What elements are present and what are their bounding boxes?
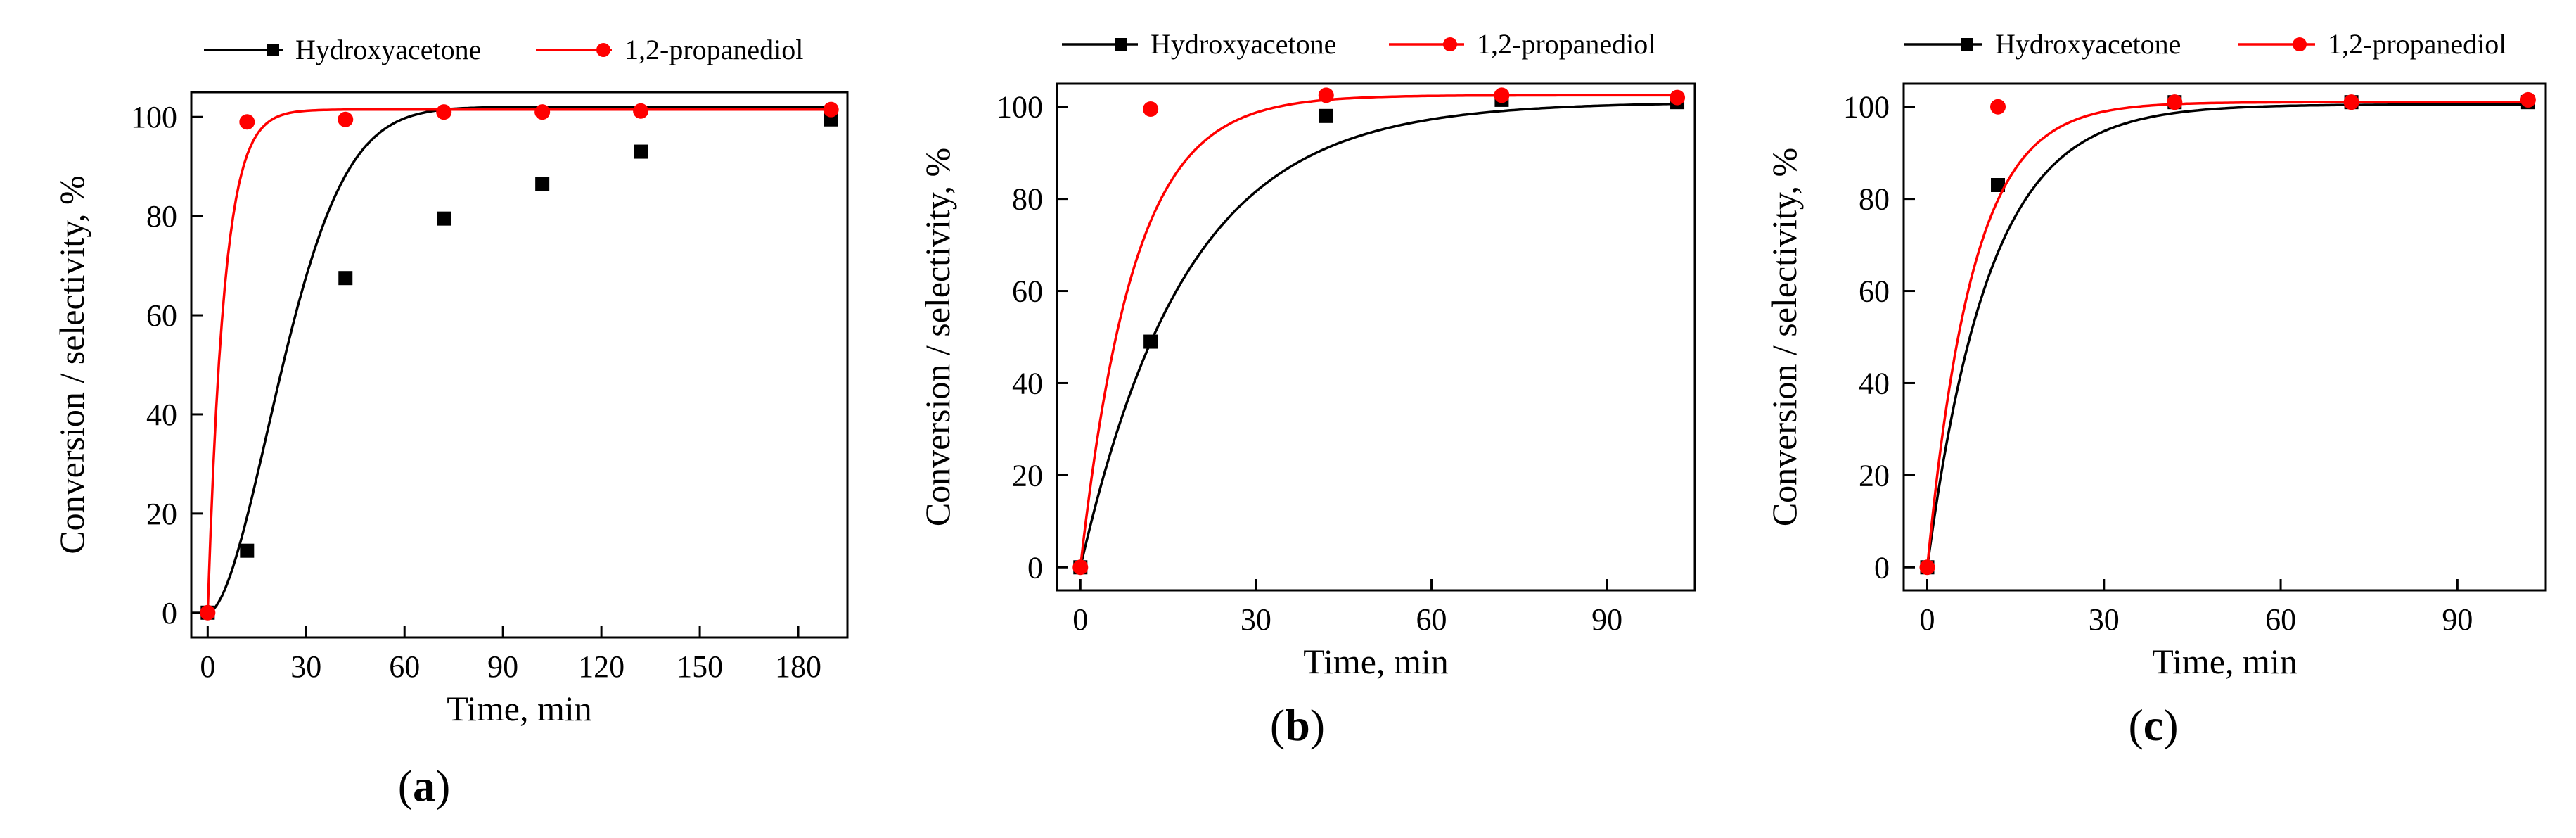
x-tick-label: 90 xyxy=(487,649,518,684)
y-tick-label: 40 xyxy=(1012,366,1043,400)
x-tick-label: 180 xyxy=(775,649,821,684)
panel-letter: c xyxy=(2144,700,2163,750)
y-tick-label: 80 xyxy=(1012,182,1043,217)
x-tick-label: 150 xyxy=(677,649,723,684)
data-point-propanediol xyxy=(534,104,551,120)
panel-letter: b xyxy=(1285,700,1310,750)
y-tick-label: 20 xyxy=(146,497,177,531)
legend-label-hydroxyacetone: Hydroxyacetone xyxy=(295,34,481,65)
data-point-propanediol xyxy=(200,604,216,621)
plot-frame xyxy=(1056,82,1696,592)
plot-frame xyxy=(190,91,849,639)
panel-label: (a) xyxy=(398,761,451,811)
y-tick-label: 20 xyxy=(1012,458,1043,493)
y-tick-label: 60 xyxy=(146,298,177,333)
data-point-propanediol xyxy=(338,111,354,127)
chart-panel-a: 0 30 60 90 120 150 180 0 20 40 60 80 100 Time, min Con… xyxy=(52,34,849,811)
y-tick-label: 40 xyxy=(146,398,177,432)
y-axis-label: Conversion / selectivity, % xyxy=(52,175,91,554)
legend-marker-hydroxyacetone xyxy=(1961,38,1973,51)
legend-label-propanediol: 1,2-propanediol xyxy=(2328,28,2506,60)
data-point-propanediol xyxy=(1494,87,1510,103)
data-point-hydroxyacetone xyxy=(437,211,451,226)
data-point-propanediol xyxy=(1919,559,1935,576)
fit-curve-hydroxyacetone xyxy=(1925,103,2528,568)
x-tick-label: 0 xyxy=(1920,602,1935,637)
chart-panel-b: 0 30 60 90 0 20 40 60 80 100 Time, min Conversion /… xyxy=(918,28,1696,750)
x-axis-label: Time, min xyxy=(1303,642,1449,681)
panel-label: (c) xyxy=(2128,700,2178,750)
y-tick-label: 100 xyxy=(1843,90,1890,125)
y-tick-label: 100 xyxy=(131,100,177,134)
y-tick-label: 40 xyxy=(1859,366,1890,400)
legend: Hydroxyacetone 1,2-propanediol xyxy=(1904,28,2506,60)
fit-curve-hydroxyacetone xyxy=(1079,102,1678,568)
panel-letter: a xyxy=(413,761,435,811)
legend: Hydroxyacetone 1,2-propanediol xyxy=(204,34,803,65)
legend-label-hydroxyacetone: Hydroxyacetone xyxy=(1151,28,1336,60)
x-tick-label: 30 xyxy=(290,649,321,684)
y-axis-label: Conversion / selectivity, % xyxy=(918,148,957,526)
legend-label-propanediol: 1,2-propanediol xyxy=(624,34,803,65)
legend-label-hydroxyacetone: Hydroxyacetone xyxy=(1995,28,2181,60)
fit-curve-propanediol xyxy=(1079,94,1677,568)
legend-marker-hydroxyacetone xyxy=(1115,38,1127,51)
y-tick-label: 100 xyxy=(997,90,1043,125)
data-point-propanediol xyxy=(1072,559,1089,576)
data-point-propanediol xyxy=(1670,89,1686,106)
x-tick-label: 0 xyxy=(200,649,215,684)
x-axis-label: Time, min xyxy=(2152,642,2298,681)
x-tick-label: 30 xyxy=(2089,602,2120,637)
chart-panel-c: 0 30 60 90 0 20 40 60 80 100 Time, min Conversion /… xyxy=(1764,28,2547,750)
legend-marker-propanediol xyxy=(596,43,610,57)
x-tick-label: 120 xyxy=(578,649,624,684)
y-tick-label: 80 xyxy=(1859,182,1890,217)
legend-marker-hydroxyacetone xyxy=(267,44,279,56)
data-point-hydroxyacetone xyxy=(240,543,255,558)
data-point-propanediol xyxy=(1143,101,1159,117)
y-axis-label: Conversion / selectivity, % xyxy=(1764,148,1804,526)
legend-marker-propanediol xyxy=(1443,37,1457,51)
data-point-propanediol xyxy=(1990,99,2006,115)
legend-marker-propanediol xyxy=(2293,37,2307,51)
x-tick-label: 60 xyxy=(1416,602,1447,637)
x-axis-label: Time, min xyxy=(447,689,592,728)
y-tick-label: 80 xyxy=(146,199,177,234)
y-tick-label: 60 xyxy=(1859,274,1890,309)
data-point-propanediol xyxy=(2343,94,2359,110)
x-tick-label: 0 xyxy=(1072,602,1088,637)
y-tick-label: 60 xyxy=(1012,274,1043,309)
data-point-propanediol xyxy=(2520,91,2536,108)
data-point-propanediol xyxy=(823,101,839,118)
legend: Hydroxyacetone 1,2-propanediol xyxy=(1062,28,1655,60)
data-point-hydroxyacetone xyxy=(1991,178,2006,192)
data-point-hydroxyacetone xyxy=(535,177,550,191)
x-tick-label: 30 xyxy=(1241,602,1271,637)
fit-curve-hydroxyacetone xyxy=(207,106,831,614)
x-tick-label: 90 xyxy=(2442,602,2473,637)
legend-label-propanediol: 1,2-propanediol xyxy=(1477,28,1655,60)
data-point-propanediol xyxy=(436,104,452,120)
y-tick-label: 20 xyxy=(1859,458,1890,493)
x-tick-label: 90 xyxy=(1591,602,1622,637)
y-tick-label: 0 xyxy=(1027,550,1043,585)
data-point-propanediol xyxy=(239,114,255,130)
fit-curve-propanediol xyxy=(206,108,831,613)
data-point-hydroxyacetone xyxy=(634,144,648,159)
x-tick-label: 60 xyxy=(2265,602,2296,637)
data-point-propanediol xyxy=(2167,94,2183,110)
panel-label: (b) xyxy=(1270,700,1325,750)
data-point-propanediol xyxy=(1318,87,1334,103)
fit-curve-propanediol xyxy=(1925,101,2528,568)
y-tick-label: 0 xyxy=(162,596,177,630)
plot-frame xyxy=(1902,82,2547,592)
data-point-hydroxyacetone xyxy=(1143,334,1158,349)
data-point-propanediol xyxy=(633,103,649,119)
x-tick-label: 60 xyxy=(389,649,420,684)
y-tick-label: 0 xyxy=(1874,550,1890,585)
data-point-hydroxyacetone xyxy=(338,271,353,286)
data-point-hydroxyacetone xyxy=(1319,108,1333,123)
